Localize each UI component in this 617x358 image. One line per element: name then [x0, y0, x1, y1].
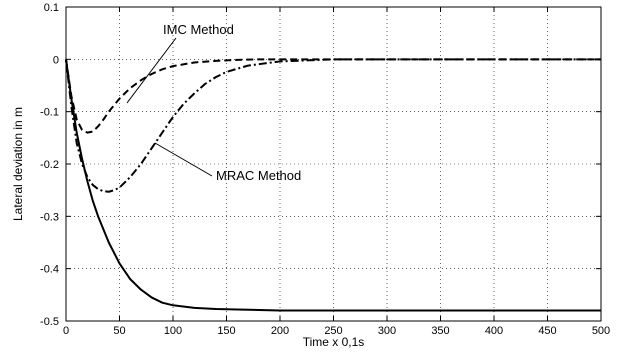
y-tick-label: 0 — [53, 54, 59, 66]
y-tick-label: -0.3 — [40, 211, 59, 223]
x-tick-label: 100 — [164, 325, 182, 337]
y-tick-label: -0.1 — [40, 107, 59, 119]
y-tick-label: -0.5 — [40, 316, 59, 328]
annotation-label: IMC Method — [163, 22, 234, 37]
series-line-1 — [65, 59, 601, 312]
annotation-pointer — [126, 37, 177, 104]
axes-layer: 0 50 100 150 200 250 300 350 400 450 500 0.1 0 -0.1 -0… — [40, 2, 610, 337]
annotation-layer: IMC Method MRAC Method — [126, 22, 301, 183]
x-tick-label: 300 — [378, 325, 396, 337]
y-tick-label: -0.4 — [40, 264, 59, 276]
x-tick-label: 0 — [63, 325, 69, 337]
annotation-pointer — [154, 142, 213, 177]
x-tick-label: 450 — [538, 325, 556, 337]
annotation-label: MRAC Method — [216, 168, 301, 183]
grid-layer — [66, 7, 601, 321]
x-tick-label: 50 — [113, 325, 125, 337]
x-tick-label: 350 — [431, 325, 449, 337]
y-axis-label: Lateral deviation in m — [11, 107, 25, 221]
series-line-2 — [65, 58, 601, 134]
x-tick-label: 200 — [271, 325, 289, 337]
series-line-3 — [65, 58, 601, 193]
x-tick-label: 500 — [592, 325, 610, 337]
x-tick-label: 150 — [217, 325, 235, 337]
x-tick-label: 400 — [485, 325, 503, 337]
x-tick-label: 250 — [324, 325, 342, 337]
series-layer — [65, 58, 601, 312]
x-axis-label: Time x 0,1s — [303, 335, 365, 349]
y-tick-label: -0.2 — [40, 159, 59, 171]
y-tick-label: 0.1 — [44, 2, 59, 14]
